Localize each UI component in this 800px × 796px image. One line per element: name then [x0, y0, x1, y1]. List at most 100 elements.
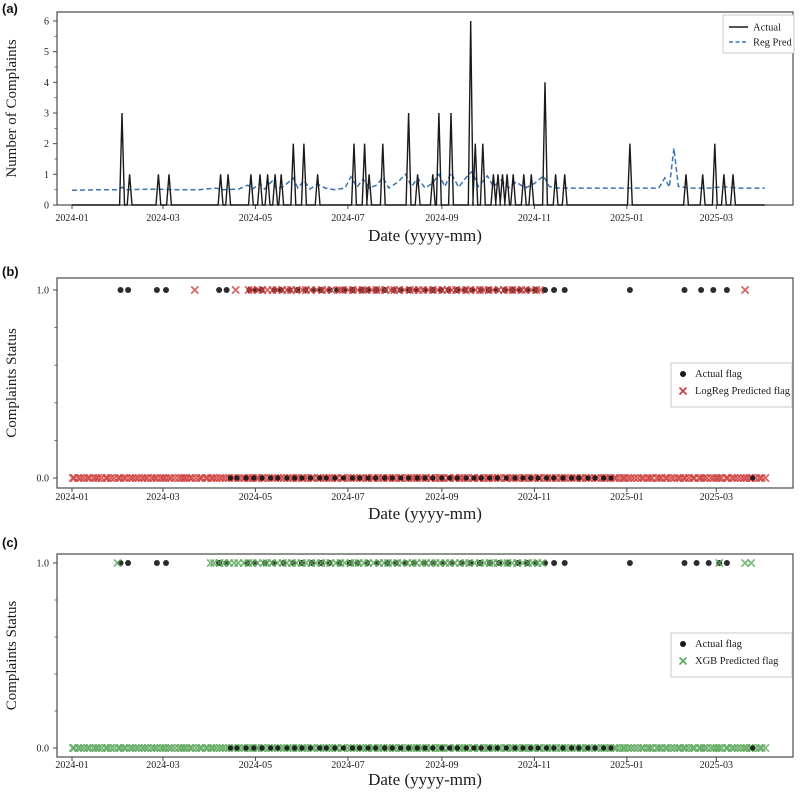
predicted-flag-point	[114, 474, 123, 482]
actual-flag-point	[527, 475, 534, 481]
actual-flag-point	[251, 475, 257, 481]
predicted-flag-point	[119, 744, 128, 752]
predicted-flag-point	[126, 474, 134, 482]
predicted-flag-point	[286, 474, 295, 482]
predicted-flag-point	[655, 474, 664, 482]
y-axis: 0.0 1.0	[37, 286, 57, 485]
actual-flag-point	[398, 745, 404, 751]
x-tick-label: 2024-09	[425, 213, 458, 224]
predicted-flag-point	[755, 474, 764, 482]
actual-flag-point	[275, 475, 281, 481]
actual-flag-point	[463, 745, 469, 751]
y-axis: 0 1 2 3 4 5 6	[44, 17, 57, 212]
predicted-flag-point	[74, 744, 83, 752]
predicted-flag-point	[195, 744, 204, 752]
actual-flag-point	[153, 287, 160, 293]
actual-flag-point	[723, 287, 730, 293]
predicted-flag-point	[688, 744, 697, 752]
actual-flag-point	[414, 475, 420, 481]
predicted-flag-point	[362, 286, 371, 294]
x-tick-label: 2024-05	[239, 213, 272, 224]
predicted-flag-point	[688, 474, 697, 482]
predicted-flag-point	[741, 286, 750, 294]
predicted-flag-point	[195, 474, 204, 482]
actual-flag-point	[601, 745, 607, 751]
actual-flag-point	[543, 475, 550, 481]
predicted-flag-point	[494, 286, 503, 294]
predicted-flag-point	[312, 286, 321, 294]
actual-flag-point	[551, 745, 557, 751]
actual-flag-point	[512, 745, 518, 751]
y-tick-label: 0.0	[37, 744, 50, 755]
y-axis-label: Complaints Status	[4, 601, 20, 711]
x-tick-label: 2024-09	[425, 760, 458, 771]
predicted-flag-point	[381, 286, 390, 294]
predicted-flag-point	[673, 474, 682, 482]
predicted-flag-point	[452, 286, 461, 294]
actual-flag-point	[543, 745, 550, 751]
predicted-flag-point	[245, 744, 254, 752]
actual-flag-point	[292, 745, 298, 751]
predicted-flag-point	[164, 474, 173, 482]
actual-flag-point	[447, 475, 453, 481]
actual-flag-point	[243, 475, 249, 481]
predicted-flag-point	[292, 286, 301, 294]
predicted-flag-point	[364, 559, 373, 567]
actual-flag-point	[227, 745, 233, 751]
actual-flag-point	[494, 475, 500, 481]
predicted-flag-point	[131, 744, 140, 752]
predicted-flag-point	[369, 559, 378, 567]
actual-flag-point	[216, 287, 223, 293]
x-tick-label: 2024-03	[146, 492, 179, 503]
x-tick-label: 2024-01	[55, 492, 88, 503]
legend-box	[670, 632, 793, 678]
predicted-flag-point	[292, 559, 301, 567]
actual-flag-point	[439, 475, 445, 481]
predicted-flag-point	[727, 474, 736, 482]
predicted-flag-point	[513, 559, 522, 567]
predicted-flag-point	[740, 474, 749, 482]
predicted-flag-point	[237, 474, 246, 482]
predicted-flag-point	[397, 559, 406, 567]
predicted-flag-point	[697, 474, 706, 482]
legend-label: Reg Pred	[753, 38, 793, 49]
predicted-flag-point	[489, 286, 497, 294]
predicted-flag-point	[715, 559, 724, 567]
actual-flag-point	[463, 475, 469, 481]
predicted-flag-point	[655, 744, 664, 752]
actual-flag-point	[317, 475, 323, 481]
predicted-flag-point	[164, 744, 173, 752]
predicted-flag-point	[215, 744, 224, 752]
actual-flag-point	[471, 745, 477, 751]
x-tick-label: 2024-07	[331, 213, 364, 224]
actual-flag-point	[349, 475, 355, 481]
actual-flag-point	[710, 287, 717, 293]
actual-flag-point	[681, 560, 688, 566]
actual-flag-point	[698, 287, 705, 293]
actual-flag-point	[576, 745, 582, 751]
actual-flag-point	[125, 287, 132, 293]
actual-flag-point	[299, 475, 305, 481]
predicted-flag-point	[679, 744, 688, 752]
x-axis: 2024-01 2024-03 2024-05 2024-07 2024-09 2024-…	[55, 488, 733, 503]
panel-c-label: (c)	[2, 535, 18, 550]
predicted-flag-point	[400, 286, 409, 294]
predicted-flag-point	[201, 474, 210, 482]
actual-flag-point	[705, 560, 712, 566]
predicted-flag-point	[83, 474, 92, 482]
legend-x-sample	[679, 387, 687, 395]
predicted-flag-point	[506, 474, 515, 482]
x-tick-label: 2024-05	[239, 492, 272, 503]
actual-flag-point	[626, 287, 633, 293]
predicted-flag-point	[367, 744, 376, 752]
actual-flag-point	[382, 745, 388, 751]
actual-flag-point	[323, 745, 329, 751]
actual-flag-point	[227, 475, 233, 481]
actual-flag-point	[535, 745, 541, 751]
actual-flag-point	[430, 745, 436, 751]
actual-flag-point	[422, 745, 428, 751]
x-axis: 2024-01 2024-03 2024-05 2024-07 2024-09 2024-…	[55, 757, 733, 771]
actual-flag-point	[223, 287, 230, 293]
x-tick-label: 2024-05	[239, 760, 272, 771]
predicted-flag-point	[180, 744, 188, 752]
